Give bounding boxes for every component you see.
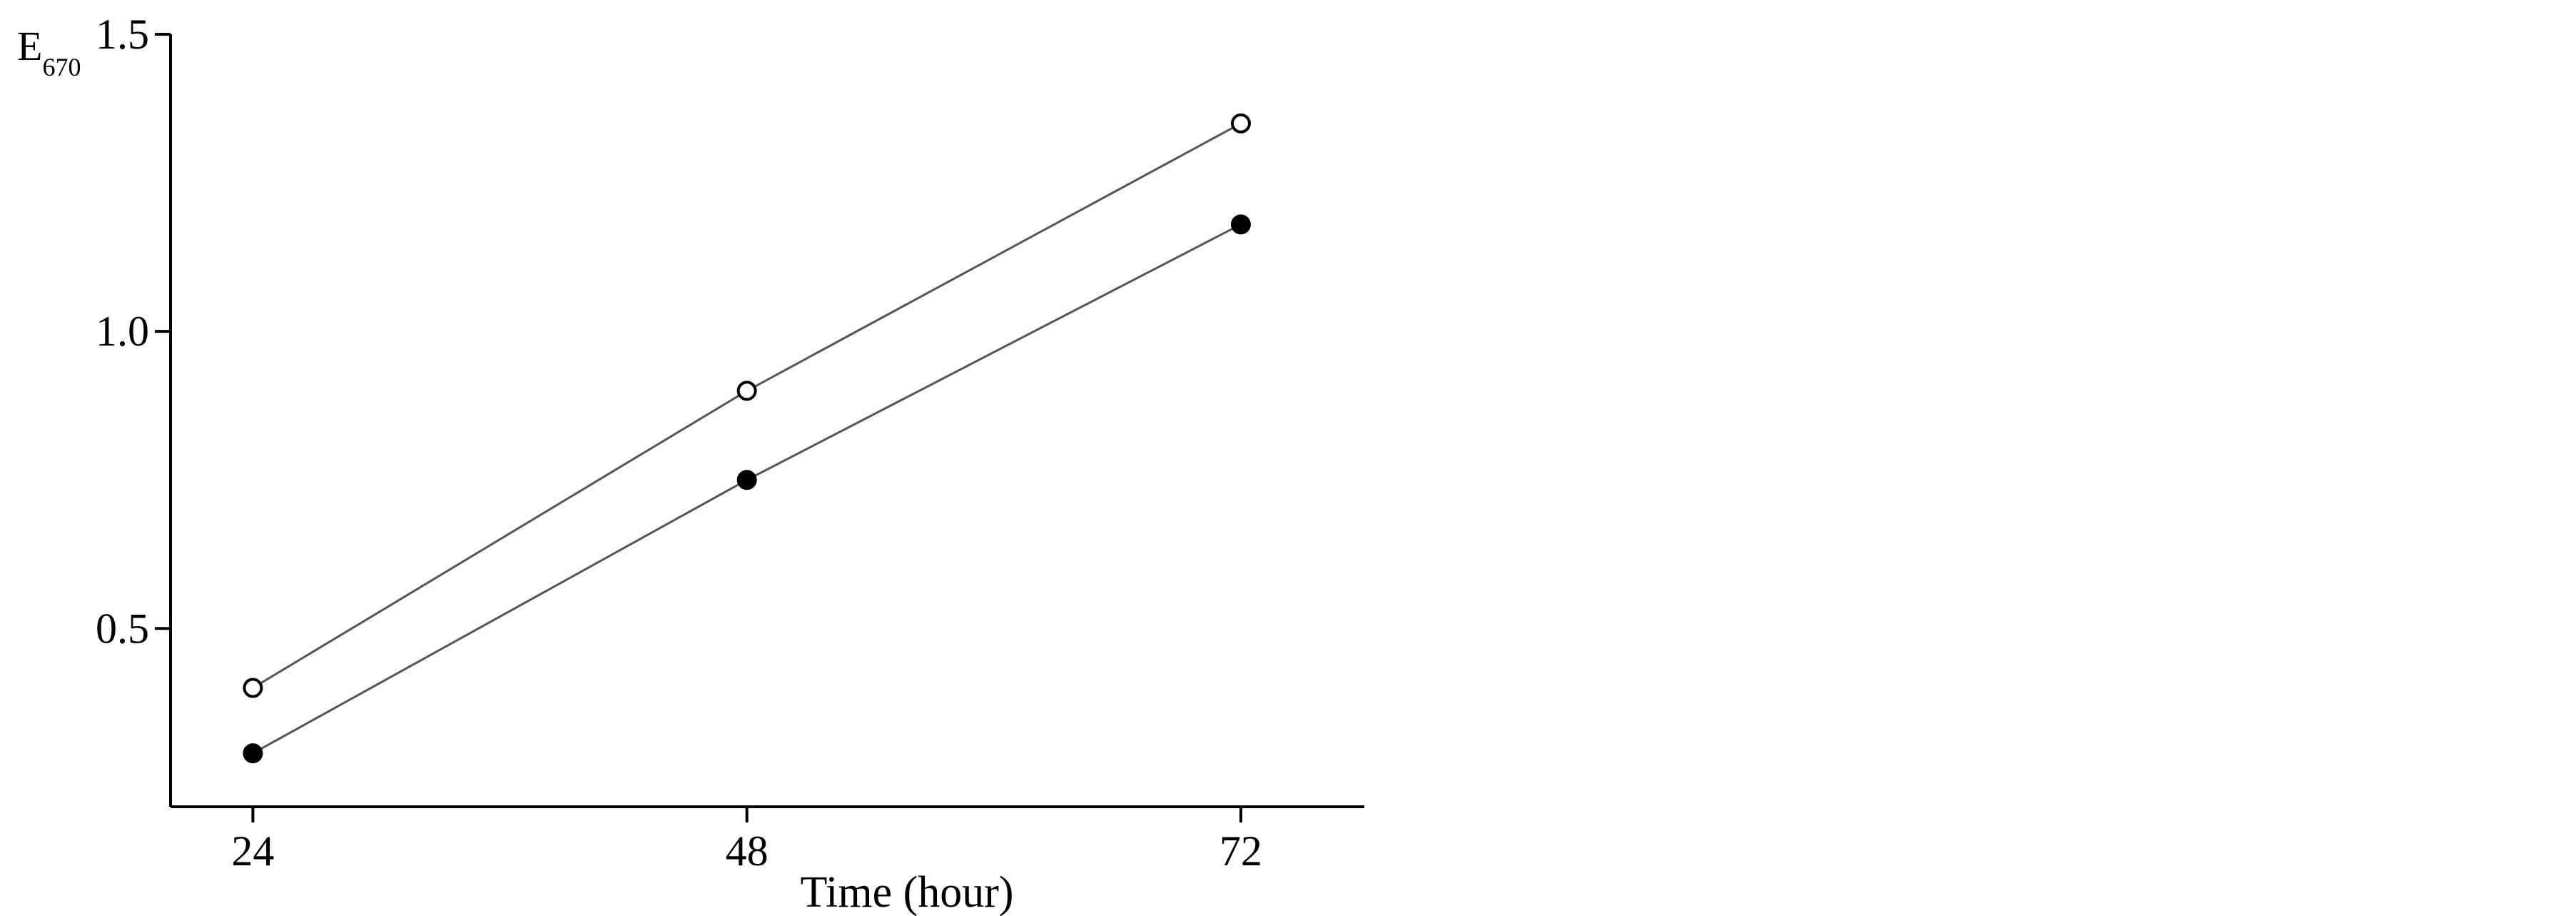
x-ticks: 24 48 72 (231, 807, 1262, 875)
series-2 (243, 214, 1251, 764)
data-point (1230, 113, 1251, 134)
y-axis-label: E670 (17, 23, 81, 81)
series-line (252, 122, 1242, 689)
series-layer (243, 113, 1251, 764)
x-axis-label: Time (hour) (800, 868, 1013, 916)
x-tick-label: 48 (726, 827, 769, 875)
data-point (243, 743, 263, 764)
y-tick-label: 1.5 (96, 11, 149, 58)
x-tick-label: 24 (231, 827, 274, 875)
data-point (1230, 214, 1251, 235)
x-tick-label: 72 (1219, 827, 1262, 875)
data-point (736, 381, 757, 401)
y-tick-label: 0.5 (96, 605, 149, 652)
y-tick-label: 1.0 (96, 308, 149, 355)
y-axis-label-main: E (17, 23, 42, 69)
y-ticks: 0.5 1.0 1.5 (96, 11, 171, 652)
y-axis-label-subscript: 670 (42, 53, 81, 81)
data-point (243, 678, 263, 698)
series-1 (243, 113, 1251, 698)
data-point (736, 470, 757, 490)
plot-area: 0.5 1.0 1.5 24 48 72 (96, 11, 1364, 875)
